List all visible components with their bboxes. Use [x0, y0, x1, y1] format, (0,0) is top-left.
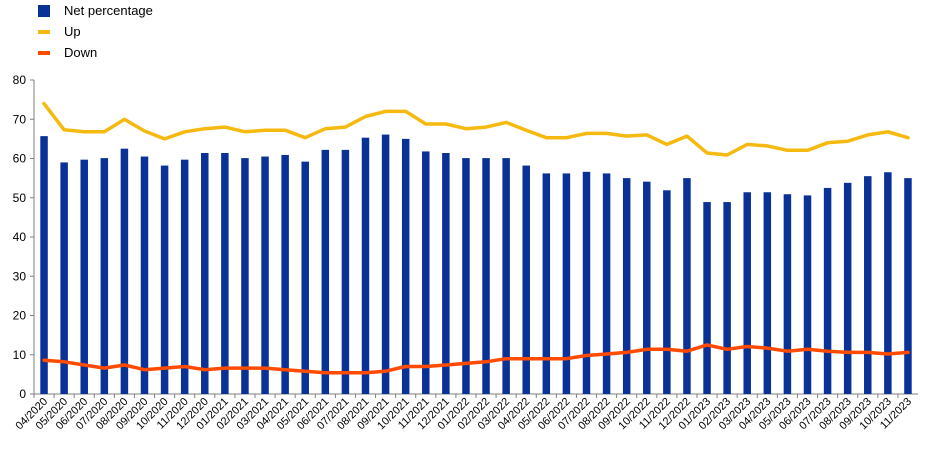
line-down — [42, 343, 910, 375]
bar-net — [723, 202, 731, 394]
legend-item-down: Down — [38, 42, 153, 63]
bar-net — [482, 158, 490, 394]
bar-net — [381, 134, 390, 394]
bar-net — [522, 165, 530, 394]
bar-net — [422, 151, 430, 394]
bar-net — [180, 159, 189, 394]
bar-net — [884, 172, 892, 394]
legend-item-up: Up — [38, 21, 153, 42]
bar-net — [904, 178, 912, 394]
bar-net — [542, 173, 551, 394]
bar-net — [401, 138, 410, 394]
bar-net — [743, 192, 751, 394]
bar-net — [843, 182, 852, 394]
legend-swatch-up — [38, 29, 50, 34]
bar-net — [120, 148, 129, 394]
y-tick-label: 30 — [13, 269, 27, 283]
y-tick-label: 10 — [13, 348, 27, 362]
bar-net — [763, 192, 772, 394]
bar-net — [40, 136, 48, 394]
bar-net — [160, 165, 169, 394]
y-tick-label: 60 — [13, 152, 27, 166]
legend-swatch-down — [38, 50, 50, 55]
legend-label-net: Net percentage — [64, 3, 153, 18]
legend-item-net: Net percentage — [38, 0, 153, 21]
chart-legend: Net percentage Up Down — [38, 0, 153, 63]
bar-net — [321, 149, 330, 394]
y-tick-label: 80 — [13, 73, 27, 87]
y-tick-label: 0 — [19, 387, 26, 401]
y-tick-label: 40 — [13, 230, 27, 244]
bar-net — [643, 181, 651, 394]
bar-net — [60, 162, 68, 394]
y-tick-label: 70 — [13, 112, 27, 126]
bar-net — [783, 194, 792, 394]
bar-net — [361, 137, 370, 394]
bar-net — [100, 158, 109, 394]
bar-net — [80, 159, 88, 394]
bar-net — [341, 149, 350, 394]
bar-net — [140, 156, 149, 394]
bar-net — [703, 202, 711, 394]
bar-net — [683, 178, 691, 394]
legend-label-up: Up — [64, 24, 81, 39]
bar-net — [864, 176, 872, 394]
legend-label-down: Down — [64, 45, 98, 60]
bar-net — [622, 178, 631, 394]
legend-swatch-net — [38, 4, 50, 17]
y-tick-label: 20 — [13, 309, 27, 323]
bar-net — [663, 190, 671, 394]
bar-net — [602, 173, 611, 394]
bar-net — [803, 195, 812, 394]
bar-net — [221, 153, 229, 394]
y-tick-label: 50 — [13, 191, 27, 205]
bar-net — [582, 171, 591, 394]
bar-net — [281, 154, 289, 394]
bar-net — [442, 153, 450, 394]
bar-net — [301, 161, 309, 394]
bar-net — [241, 158, 249, 394]
bar-net — [462, 158, 470, 394]
bar-net — [502, 158, 510, 394]
bar-net — [201, 153, 209, 394]
bar-net — [562, 173, 571, 394]
line-up — [42, 101, 910, 157]
bar-net — [261, 156, 269, 394]
bar-net — [823, 187, 832, 394]
